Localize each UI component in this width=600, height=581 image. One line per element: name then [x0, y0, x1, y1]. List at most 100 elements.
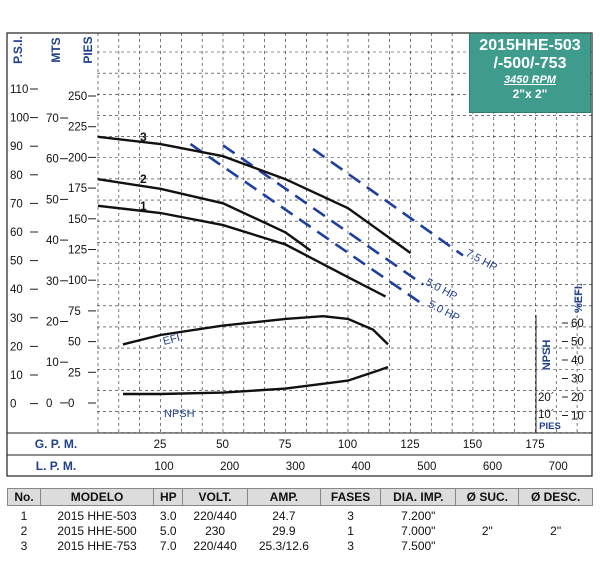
size-label: 2"x 2" [512, 87, 548, 101]
mts-tick-label: 70 [46, 113, 59, 125]
psi-tick-label: 30 [10, 313, 23, 325]
gpm-axis-label: G. P. M. [35, 437, 77, 451]
cell-modelo: 2015 HHE-503 [57, 509, 137, 523]
hp-line [222, 144, 424, 286]
cell-volt: 230 [205, 524, 226, 538]
psi-tick-label: 0 [10, 399, 16, 411]
specs-header-row: No. MODELO HP VOLT. AMP. FASES DIA. IMP.… [7, 488, 593, 506]
mts-tick-label: 10 [46, 357, 59, 369]
pies-tick-label: 200 [68, 152, 87, 164]
mts-tick-label: 50 [46, 194, 59, 206]
cell-volt: 220/440 [193, 539, 237, 553]
efi-tick-label: 30 [571, 374, 584, 386]
psi-axis-label: P.S.I. [11, 36, 25, 64]
lpm-tick-label: 300 [286, 461, 305, 473]
lpm-tick-label: 700 [549, 461, 568, 473]
pies-tick-label: 175 [68, 183, 87, 195]
psi-tick-label: 90 [10, 141, 23, 153]
efi-tick-label: 10 [571, 411, 584, 423]
cell-no: 3 [20, 539, 28, 553]
mts-axis-label: MTS [49, 37, 63, 62]
lpm-tick-label: 500 [417, 461, 436, 473]
npsh-curve [123, 366, 389, 396]
pies-axis-label: PIES [81, 36, 95, 63]
mts-tick-label: 40 [46, 235, 59, 247]
head-curve-label: 3 [140, 130, 147, 144]
lpm-tick-label: 200 [220, 461, 239, 473]
chart-frame: P.S.I. MTS PIES %EFI. NPSH PIES G. P. M. L. P. … [6, 32, 593, 477]
cell-no: 1 [20, 509, 28, 523]
pies-tick-label: 225 [68, 122, 87, 134]
efficiency-curve-label: EFI. [162, 331, 185, 348]
cell-volt: 220/440 [193, 509, 237, 523]
header-no: No. [7, 488, 41, 506]
cell-amp: 24.7 [272, 509, 296, 523]
head-curve-label: 1 [140, 199, 147, 213]
psi-tick-label: 50 [10, 256, 23, 268]
efficiency-curve [122, 314, 389, 346]
cell-modelo: 2015 HHE-753 [57, 539, 137, 553]
psi-tick-label: 10 [10, 370, 23, 382]
efi-tick-label: 60 [571, 318, 584, 330]
cell-amp: 25.3/12.6 [258, 539, 309, 553]
psi-tick-label: 60 [10, 227, 23, 239]
psi-tick-label: 20 [10, 341, 23, 353]
cell-hp: 5.0 [159, 524, 177, 538]
cell-no: 2 [20, 524, 28, 538]
npsh-tick-label: 20´ [538, 392, 555, 404]
header-fases: FASES [320, 488, 382, 506]
head-curve [97, 135, 412, 254]
table-row: 2 2015 HHE-500 5.0 230 29.9 1 7.000" [8, 524, 593, 539]
hp-line [312, 147, 464, 257]
cell-discharge: 2" [550, 524, 562, 538]
pies-tick-label: 50 [68, 337, 81, 349]
header-amp: AMP. [246, 488, 322, 506]
efi-tick-label: 40 [571, 355, 584, 367]
npsh-axis-label: NPSH [541, 340, 553, 371]
efi-tick-label: 20 [571, 392, 584, 404]
cell-suction: 2" [481, 524, 493, 538]
pies-tick-label: 0 [68, 398, 74, 410]
table-row: 3 2015 HHE-753 7.0 220/440 25.3/12.6 3 7… [8, 539, 593, 554]
pies-tick-label: 100 [68, 275, 87, 287]
header-suc: Ø SUC. [455, 488, 520, 506]
pies-tick-label: 75 [68, 306, 81, 318]
cell-dia-imp: 7.500" [401, 539, 436, 553]
head-curve [97, 178, 312, 252]
plot-border [6, 32, 593, 477]
header-hp: HP [153, 488, 184, 506]
gpm-tick-label: 150 [463, 439, 482, 451]
cell-dia-imp: 7.200" [401, 509, 436, 523]
gpm-tick-label: 100 [338, 439, 357, 451]
efi-tick-label: 50 [571, 337, 584, 349]
pump-curve-chart: P.S.I. MTS PIES %EFI. NPSH PIES G. P. M. L. P. … [6, 32, 593, 477]
mts-tick-label: 60 [46, 154, 59, 166]
hp-line-label: 5.0 HP [426, 298, 461, 324]
pies-tick-label: 25 [68, 367, 81, 379]
psi-tick-label: 100 [10, 113, 29, 125]
model-title-line1: 2015HHE-503 [479, 37, 581, 54]
head-curve-label: 2 [140, 172, 147, 186]
mts-tick-label: 0 [46, 398, 52, 410]
gpm-tick-label: 50 [216, 439, 229, 451]
hp-line [189, 143, 427, 308]
hp-line-label: 5.0 HP [424, 276, 459, 302]
gpm-tick-label: 25 [154, 439, 167, 451]
header-desc: Ø DESC. [518, 488, 593, 506]
model-title-line2: /-500/-753 [493, 55, 567, 72]
lpm-axis-label: L. P. M. [36, 459, 76, 473]
psi-tick-label: 80 [10, 170, 23, 182]
npsh-curve-label: NPSH [164, 408, 195, 420]
cell-modelo: 2015 HHE-500 [57, 524, 137, 538]
lpm-tick-label: 400 [352, 461, 371, 473]
header-modelo: MODELO [39, 488, 155, 506]
axis-ticks: 1101009080706050403020100706050403020100… [10, 84, 584, 473]
npsh-tick-label: 10´ [538, 409, 555, 421]
rpm-label: 3450 RPM [504, 74, 556, 86]
gpm-tick-label: 75 [279, 439, 292, 451]
mts-tick-label: 20 [46, 317, 59, 329]
table-row: 1 2015 HHE-503 3.0 220/440 24.7 3 7.200"… [8, 506, 593, 538]
header-volt: VOLT. [182, 488, 248, 506]
psi-tick-label: 110 [10, 84, 28, 96]
